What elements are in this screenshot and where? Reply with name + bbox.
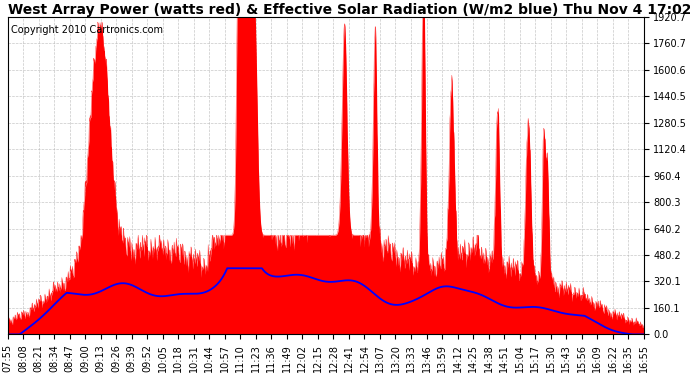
- Text: West Array Power (watts red) & Effective Solar Radiation (W/m2 blue) Thu Nov 4 1: West Array Power (watts red) & Effective…: [8, 3, 690, 17]
- Text: Copyright 2010 Cartronics.com: Copyright 2010 Cartronics.com: [11, 25, 163, 35]
